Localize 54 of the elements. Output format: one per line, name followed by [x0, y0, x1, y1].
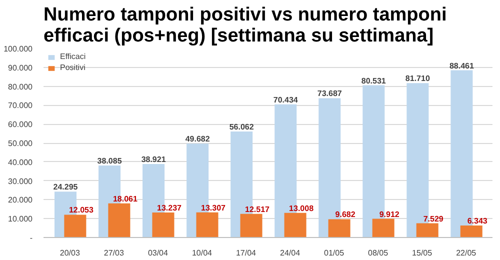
data-label: 24.295: [53, 182, 78, 192]
y-tick-label: 100.000: [4, 44, 34, 54]
x-tick-label: 01/05: [324, 248, 345, 258]
data-label: 73.687: [317, 89, 342, 98]
y-tick-label: 60.000: [8, 120, 34, 130]
data-label: 56.062: [229, 122, 254, 132]
bar: [372, 218, 394, 238]
x-tick-label: 08/05: [368, 248, 389, 258]
bar: [284, 212, 306, 238]
x-tick-label: 22/05: [456, 248, 477, 258]
bar: [152, 212, 174, 238]
data-label: 49.682: [185, 134, 210, 144]
data-label: 18.061: [112, 194, 138, 204]
y-tick-label: -: [30, 234, 33, 242]
x-tick-label: 27/03: [104, 248, 124, 258]
bar: [196, 212, 218, 238]
data-label: 7.529: [423, 214, 444, 224]
data-label: 81.710: [405, 74, 430, 84]
y-tick-label: 20.000: [8, 196, 34, 205]
x-tick-label: 10/04: [192, 248, 213, 258]
bar: [416, 223, 438, 238]
data-label: 6.343: [467, 216, 488, 226]
y-tick-label: 50.000: [8, 139, 34, 148]
legend-label: Efficaci: [60, 52, 86, 61]
chart-title: Numero tamponi positivi vs numero tamponi efficaci (pos+neg) [settimana su settimana]: [44, 4, 447, 46]
legend-label: Positivi: [60, 63, 86, 72]
bar: [460, 226, 482, 238]
data-label: 80.531: [361, 76, 386, 86]
data-label: 13.008: [289, 204, 314, 213]
y-tick-label: 30.000: [8, 176, 34, 186]
data-label: 12.053: [68, 206, 94, 215]
data-label: 70.434: [273, 95, 298, 104]
data-label: 13.307: [201, 203, 226, 212]
data-label: 9.912: [379, 210, 400, 219]
bar: [64, 214, 86, 238]
y-tick-label: 90.000: [8, 63, 34, 72]
x-tick-label: 20/03: [60, 248, 80, 258]
x-tick-label: 17/04: [236, 248, 257, 258]
data-label: 38.921: [141, 154, 166, 164]
data-label: 13.237: [157, 203, 182, 212]
x-tick-label: 24/04: [280, 248, 301, 258]
bar: [240, 214, 262, 238]
bar: [108, 203, 130, 238]
x-tick-label: 15/05: [412, 248, 433, 258]
x-tick-label: 03/04: [148, 248, 169, 258]
data-label: 12.517: [245, 204, 270, 214]
data-label: 88.461: [449, 61, 474, 70]
data-label: 38.085: [97, 156, 122, 166]
y-tick-label: 10.000: [8, 214, 34, 224]
bar: [328, 219, 350, 238]
data-label: 9.682: [335, 210, 356, 220]
y-tick-label: 80.000: [8, 82, 34, 92]
y-tick-label: 70.000: [8, 101, 34, 110]
y-tick-label: 40.000: [8, 158, 34, 167]
